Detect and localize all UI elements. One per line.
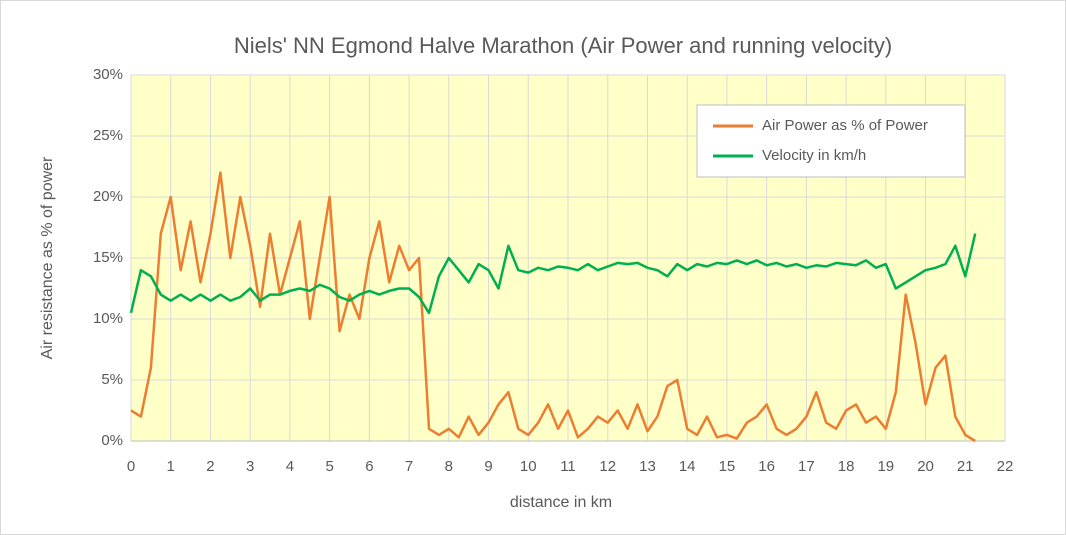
x-tick-label: 0 bbox=[127, 458, 135, 475]
x-tick-label: 1 bbox=[167, 458, 175, 475]
x-tick-label: 18 bbox=[838, 458, 855, 475]
chart-title: Niels' NN Egmond Halve Marathon (Air Pow… bbox=[234, 33, 892, 58]
x-tick-label: 19 bbox=[877, 458, 894, 475]
x-tick-label: 11 bbox=[560, 458, 576, 475]
lines bbox=[129, 171, 977, 443]
legend bbox=[696, 104, 966, 178]
y-tick-label: 10% bbox=[93, 310, 123, 327]
legend-label: Velocity in km/h bbox=[762, 147, 866, 164]
x-tick-label: 14 bbox=[679, 458, 696, 475]
x-tick-label: 6 bbox=[365, 458, 373, 475]
y-tick-label: 30% bbox=[93, 66, 123, 83]
y-tick-label: 25% bbox=[93, 127, 123, 144]
y-tick-label: 5% bbox=[101, 371, 123, 388]
x-tick-label: 7 bbox=[405, 458, 413, 475]
y-tick-label: 15% bbox=[93, 249, 123, 266]
x-axis-label: distance in km bbox=[510, 494, 612, 511]
x-tick-label: 20 bbox=[917, 458, 934, 475]
x-tick-label: 2 bbox=[206, 458, 214, 475]
series-line bbox=[130, 171, 976, 443]
x-tick-label: 22 bbox=[997, 458, 1014, 475]
series-line bbox=[129, 233, 977, 315]
x-tick-label: 4 bbox=[286, 458, 294, 475]
y-tick-label: 0% bbox=[101, 432, 123, 449]
x-tick-label: 5 bbox=[325, 458, 333, 475]
y-tick-label: 20% bbox=[93, 188, 123, 205]
y-axis-label: Air resistance as % of power bbox=[39, 156, 56, 359]
x-tick-label: 3 bbox=[246, 458, 254, 475]
x-tick-label: 16 bbox=[758, 458, 775, 475]
x-tick-label: 21 bbox=[957, 458, 974, 475]
legend-items: Air Power as % of Power Velocity in km/h bbox=[713, 117, 928, 164]
legend-label: Air Power as % of Power bbox=[762, 117, 928, 134]
x-tick-label: 12 bbox=[599, 458, 616, 475]
x-tick-label: 13 bbox=[639, 458, 656, 475]
x-tick-label: 15 bbox=[719, 458, 736, 475]
x-tick-label: 10 bbox=[520, 458, 537, 475]
x-tick-label: 17 bbox=[798, 458, 815, 475]
x-tick-label: 8 bbox=[445, 458, 453, 475]
x-tick-label: 9 bbox=[484, 458, 492, 475]
